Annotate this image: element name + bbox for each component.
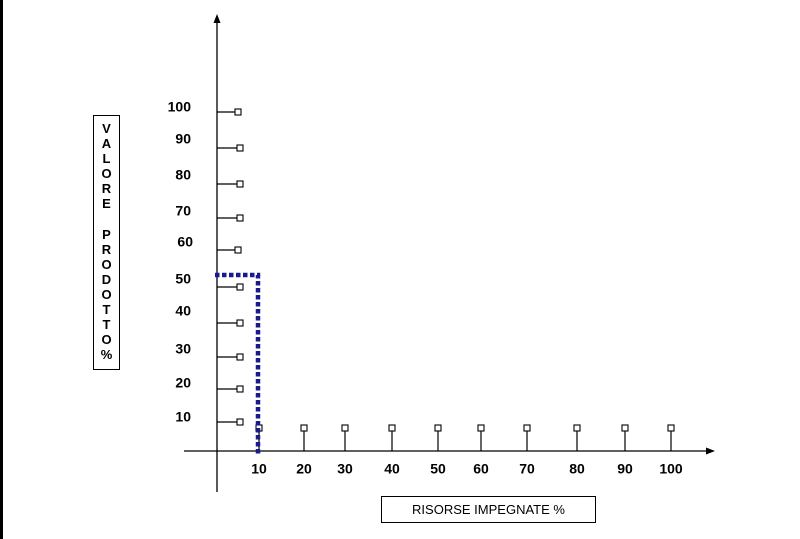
y-tick-label: 10 <box>175 409 191 425</box>
y-axis-title-space <box>105 212 109 227</box>
y-tick-label: 70 <box>175 203 191 219</box>
x-tick-label: 60 <box>473 461 489 477</box>
y-axis-title-char: V <box>102 121 111 136</box>
y-axis-title-char: % <box>100 347 113 363</box>
y-axis-title-char: T <box>102 317 111 333</box>
x-axis-title-box: RISORSE IMPEGNATE % <box>381 496 596 523</box>
y-axis-title-char: L <box>102 151 111 167</box>
y-axis-title-char: O <box>101 287 112 303</box>
x-tick-label: 30 <box>337 461 353 477</box>
x-tick-marker <box>434 424 442 432</box>
y-tick-label: 60 <box>177 234 193 250</box>
left-frame-border <box>0 0 3 539</box>
y-tick-marker <box>236 283 244 291</box>
x-tick-label: 70 <box>519 461 535 477</box>
x-tick-marker <box>341 424 349 432</box>
y-tick-marker <box>236 214 244 222</box>
x-axis-title: RISORSE IMPEGNATE % <box>412 502 565 517</box>
y-tick-label: 100 <box>168 99 192 115</box>
x-tick-label: 10 <box>251 461 267 477</box>
y-axis-title-char: R <box>101 241 112 257</box>
x-tick-label: 90 <box>617 461 633 477</box>
x-tick-label: 50 <box>430 461 446 477</box>
y-axis-title-char: O <box>101 332 112 348</box>
y-axis-title-char: O <box>101 256 112 272</box>
x-tick-label: 80 <box>569 461 585 477</box>
x-tick-marker <box>300 424 308 432</box>
highlight-dotted-line <box>215 272 261 454</box>
y-tick-marker <box>236 180 244 188</box>
y-tick-label: 30 <box>175 341 191 357</box>
y-tick-label: 20 <box>175 375 191 391</box>
y-tick-marker <box>234 108 242 116</box>
y-axis-title-char: R <box>101 181 112 197</box>
x-tick-marker <box>477 424 485 432</box>
x-axis-arrow-icon <box>706 447 715 455</box>
y-axis-title-char: E <box>102 196 111 212</box>
x-tick-marker <box>523 424 531 432</box>
y-tick-marker <box>236 385 244 393</box>
x-tick-marker <box>388 424 396 432</box>
x-tick-marker <box>667 424 675 432</box>
y-tick-label: 50 <box>175 271 191 287</box>
y-tick-marker <box>236 353 244 361</box>
y-tick-marker <box>236 319 244 327</box>
y-tick-label: 80 <box>175 167 191 183</box>
x-tick-label: 100 <box>659 461 683 477</box>
y-axis-title-char: T <box>102 302 111 318</box>
x-tick-label: 40 <box>384 461 400 477</box>
y-axis-title-char: P <box>102 226 111 242</box>
y-axis-title-char: A <box>101 136 112 152</box>
y-axis-title-char: O <box>101 166 112 182</box>
x-tick-label: 20 <box>296 461 312 477</box>
y-tick-label: 40 <box>175 303 191 319</box>
x-tick-marker <box>573 424 581 432</box>
y-tick-marker <box>236 144 244 152</box>
y-ticks: 10 20 30 40 50 60 70 80 90 100 <box>168 99 244 426</box>
y-axis-title-char: D <box>101 271 112 287</box>
x-tick-marker <box>621 424 629 432</box>
y-tick-marker <box>236 418 244 426</box>
y-tick-marker <box>234 246 242 254</box>
y-axis-arrow-icon <box>213 14 221 23</box>
y-tick-label: 90 <box>175 131 191 147</box>
